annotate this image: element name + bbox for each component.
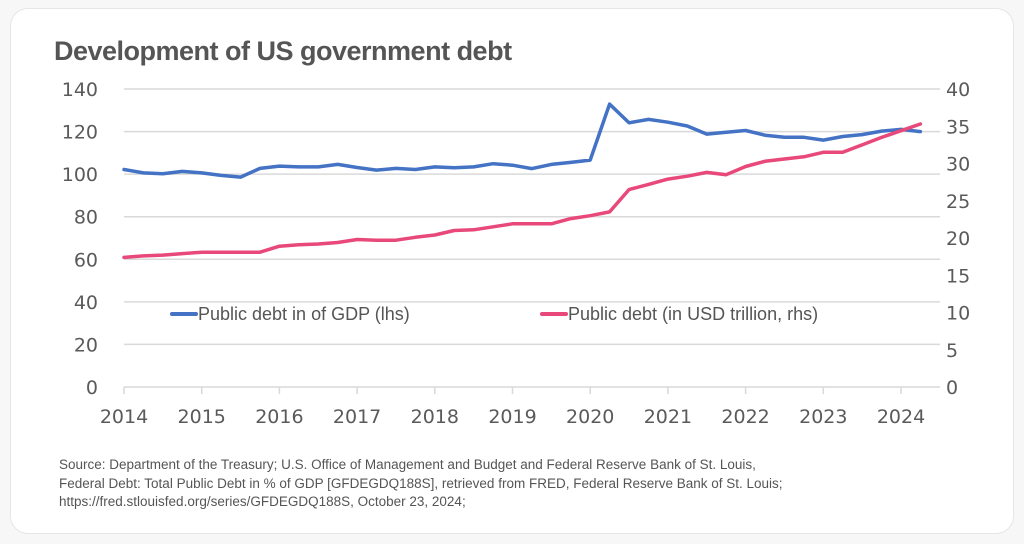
y-right-tick-label: 15 — [946, 265, 970, 287]
x-tick-label: 2020 — [566, 406, 614, 428]
gridlines — [124, 88, 940, 388]
source-line: Federal Debt: Total Public Debt in % of … — [59, 475, 783, 491]
y-left-tick-label: 100 — [62, 164, 98, 186]
x-tick-label: 2018 — [411, 406, 459, 428]
y-left-tick-label: 20 — [74, 334, 98, 356]
x-tick-label: 2014 — [100, 406, 148, 428]
y-axis-left: 0 20 40 60 80 100 120 140 — [62, 79, 98, 399]
y-left-tick-label: 60 — [74, 249, 98, 271]
series-lines — [122, 102, 923, 260]
x-tick-label: 2023 — [799, 406, 847, 428]
x-tick-label: 2022 — [721, 406, 769, 428]
y-right-tick-label: 35 — [946, 116, 970, 138]
legend-label: Public debt (in USD trillion, rhs) — [568, 304, 818, 324]
legend-item: Public debt (in USD trillion, rhs) — [540, 304, 818, 324]
y-left-tick-label: 140 — [62, 79, 98, 101]
x-tick-label: 2016 — [255, 406, 303, 428]
legend: Public debt in of GDP (lhs) Public debt (… — [170, 304, 818, 324]
legend-item: Public debt in of GDP (lhs) — [170, 304, 410, 324]
y-left-tick-label: 0 — [86, 377, 98, 399]
y-right-tick-label: 5 — [946, 340, 958, 362]
series-line-gdp-percent — [122, 102, 923, 179]
series-line-usd-trillion — [122, 122, 923, 260]
y-right-tick-label: 30 — [946, 154, 970, 176]
x-tick-label: 2015 — [178, 406, 226, 428]
y-right-tick-label: 0 — [946, 377, 958, 399]
x-tick-label: 2017 — [333, 406, 381, 428]
y-right-tick-label: 10 — [946, 303, 970, 325]
y-left-tick-label: 80 — [74, 207, 98, 229]
y-right-tick-label: 40 — [946, 79, 970, 101]
x-tick-label: 2024 — [877, 406, 925, 428]
source-line: https://fred.stlouisfed.org/series/GFDEG… — [59, 494, 466, 509]
y-right-tick-label: 25 — [946, 191, 970, 213]
y-axis-right: 0 5 10 15 20 25 30 35 40 — [946, 79, 970, 399]
y-left-tick-label: 40 — [74, 292, 98, 314]
legend-label: Public debt in of GDP (lhs) — [198, 304, 410, 324]
source-line: Source: Department of the Treasury; U.S.… — [59, 457, 756, 472]
x-axis: 2014 2015 2016 2017 2018 2019 2020 2021 2022 2023… — [100, 387, 925, 428]
chart-card — [10, 8, 1014, 534]
x-tick-label: 2019 — [488, 406, 536, 428]
y-left-tick-label: 120 — [62, 122, 98, 144]
y-right-tick-label: 20 — [946, 228, 970, 250]
source-note: Source: Department of the Treasury; U.S.… — [59, 456, 979, 512]
x-tick-label: 2021 — [644, 406, 692, 428]
chart-title: Development of US government debt — [54, 36, 512, 66]
